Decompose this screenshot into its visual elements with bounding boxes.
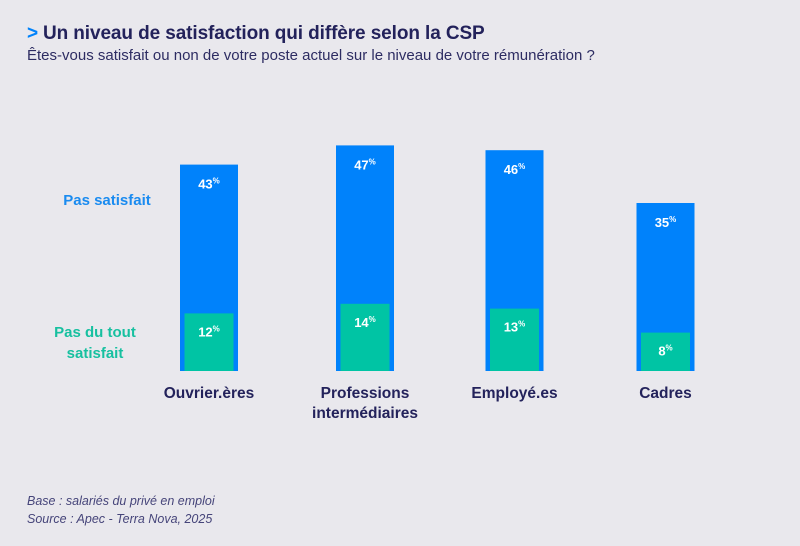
data-label-pas-du-tout-satisfait: 8% xyxy=(658,344,672,359)
chart-title: > Un niveau de satisfaction qui diffère s… xyxy=(27,23,485,45)
footnote-base: Base : salariés du privé en emploi xyxy=(27,494,215,508)
data-label-pas-du-tout-satisfait: 12% xyxy=(198,324,220,339)
category-label-line: Ouvrier.ères xyxy=(163,385,255,402)
footnote-source: Source : Apec - Terra Nova, 2025 xyxy=(27,512,213,526)
legend-pas-satisfait: Pas satisfait xyxy=(63,192,151,209)
bar-pas-du-tout-satisfait xyxy=(340,303,390,371)
category-label: Cadres xyxy=(586,384,746,404)
bar-pas-du-tout-satisfait xyxy=(641,332,690,371)
category-label: Professions intermédiaires xyxy=(285,384,445,424)
legend-pas-du-tout-satisfait: Pas du tout satisfait xyxy=(54,324,136,362)
category-label: Employé.es xyxy=(435,384,595,404)
chart-subtitle: Êtes-vous satisfait ou non de votre post… xyxy=(27,47,595,64)
chart-title-text: Un niveau de satisfaction qui diffère se… xyxy=(43,23,485,44)
data-label-pas-satisfait: 47% xyxy=(354,157,376,172)
category-label: Ouvrier.ères xyxy=(129,384,289,404)
bar-pas-du-tout-satisfait xyxy=(184,313,234,371)
data-label-pas-satisfait: 43% xyxy=(198,177,220,192)
category-label-line: intermédiaires xyxy=(312,405,418,422)
data-label-pas-satisfait: 46% xyxy=(504,162,526,177)
category-label-line: Professions xyxy=(320,385,410,402)
data-label-pas-satisfait: 35% xyxy=(655,215,677,230)
category-label-line: Employé.es xyxy=(471,385,558,402)
data-label-pas-du-tout-satisfait: 14% xyxy=(354,315,376,330)
data-label-pas-du-tout-satisfait: 13% xyxy=(504,320,526,335)
chevron-icon: > xyxy=(27,23,38,44)
category-label-line: Cadres xyxy=(639,385,692,402)
bar-pas-du-tout-satisfait xyxy=(490,308,539,371)
